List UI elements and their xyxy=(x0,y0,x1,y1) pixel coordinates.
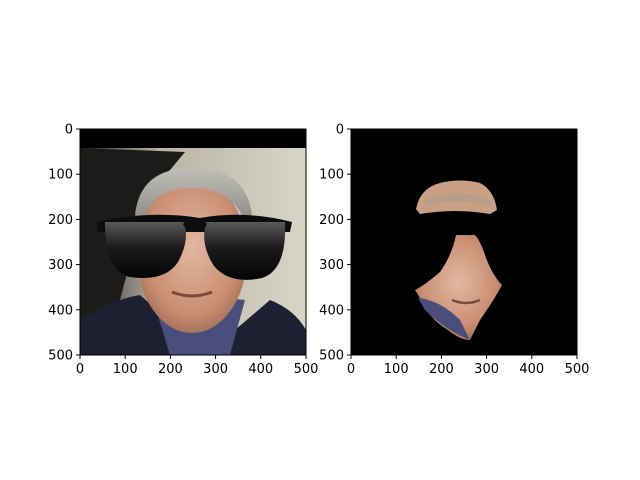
right-y-tick-label: 0 xyxy=(336,123,344,138)
left-y-tick-label: 100 xyxy=(48,168,73,183)
right-y-tick-label: 400 xyxy=(319,303,344,318)
hair xyxy=(135,168,252,222)
right-axes-frame xyxy=(350,128,578,356)
left-axes-frame xyxy=(79,128,307,356)
left-y-tick-label: 300 xyxy=(48,258,73,273)
left-y-tick-label: 400 xyxy=(48,303,73,318)
shirt-segment xyxy=(418,298,470,340)
right-lens xyxy=(204,222,286,280)
left-x-tick-label: 0 xyxy=(76,362,84,377)
left-y-tick-label: 0 xyxy=(65,123,73,138)
top-black-band xyxy=(80,129,306,148)
left-y-tick-label: 200 xyxy=(48,213,73,228)
mask-mouth xyxy=(451,298,481,305)
suit-jacket xyxy=(80,295,306,355)
right-x-tick-label: 100 xyxy=(384,362,409,377)
right-y-tick-label: 100 xyxy=(319,168,344,183)
right-x-tick-label: 0 xyxy=(347,362,355,377)
right-y-tick-label: 500 xyxy=(319,349,344,364)
sunglasses-bridge xyxy=(182,220,208,229)
right-x-tick-label: 400 xyxy=(519,362,544,377)
left-lens xyxy=(105,222,186,278)
right-y-tick-label: 200 xyxy=(319,213,344,228)
left-y-tick-label: 500 xyxy=(48,349,73,364)
left-image-panel xyxy=(80,129,306,355)
right-x-tick-label: 200 xyxy=(429,362,454,377)
right-x-tick-label: 300 xyxy=(474,362,499,377)
left-x-tick-label: 400 xyxy=(248,362,273,377)
left-x-tick-label: 500 xyxy=(294,362,319,377)
left-x-tick-label: 200 xyxy=(158,362,183,377)
right-image-panel xyxy=(351,129,577,355)
right-x-tick-label: 500 xyxy=(565,362,590,377)
mouth xyxy=(171,290,213,298)
right-y-tick-label: 300 xyxy=(319,258,344,273)
left-x-tick-label: 300 xyxy=(203,362,228,377)
left-x-tick-label: 100 xyxy=(113,362,138,377)
hair-segment xyxy=(424,193,492,206)
